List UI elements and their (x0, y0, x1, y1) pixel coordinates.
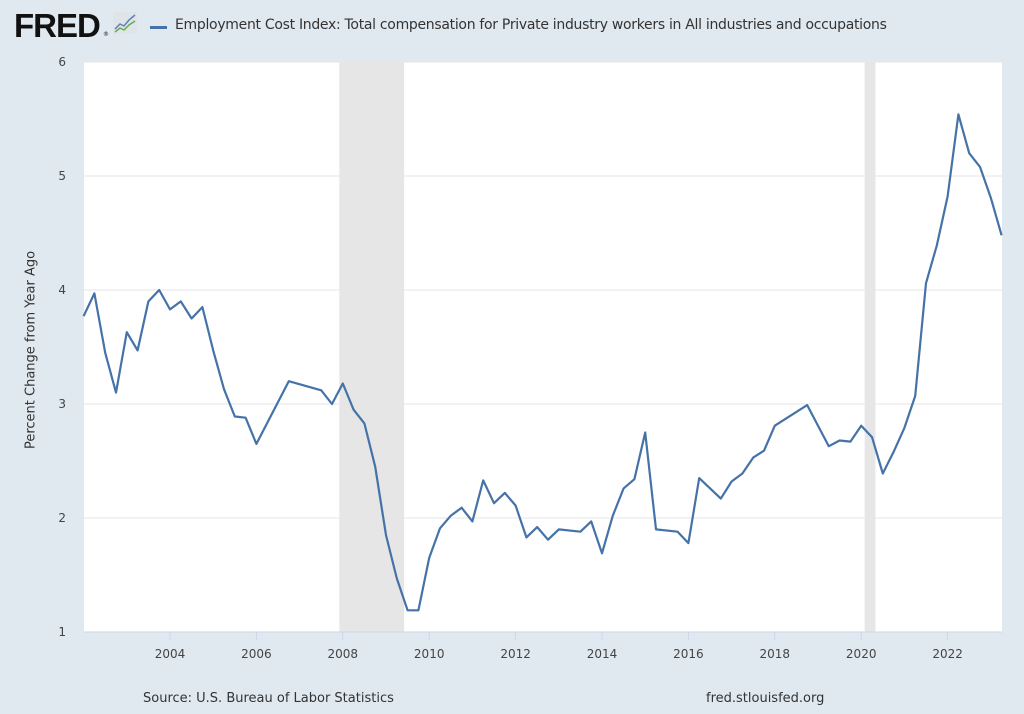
recession-bands (339, 62, 876, 632)
y-tick-label: 6 (58, 55, 66, 69)
plot-area (84, 62, 1002, 632)
recession-band (339, 62, 405, 632)
y-tick-label: 4 (58, 283, 66, 297)
source-note: Source: U.S. Bureau of Labor Statistics (143, 691, 394, 706)
fred-logo[interactable]: FRED (14, 7, 101, 44)
x-tick-label: 2020 (846, 647, 877, 661)
recession-band (864, 62, 876, 632)
y-tick-label: 3 (58, 397, 66, 411)
fred-url-link[interactable]: fred.stlouisfed.org (706, 691, 825, 706)
registered-mark: ® (103, 31, 109, 38)
y-axis-ticks: 1 2 3 4 5 6 (58, 55, 66, 639)
series-line (82, 113, 1003, 612)
x-tick-label: 2006 (241, 647, 272, 661)
x-tick-label: 2010 (414, 647, 445, 661)
line-chart-icon (113, 12, 137, 34)
x-tick-label: 2018 (760, 647, 791, 661)
x-tick-label: 2012 (500, 647, 531, 661)
x-tick-label: 2014 (587, 647, 618, 661)
x-tick-label: 2008 (328, 647, 359, 661)
y-tick-label: 5 (58, 169, 66, 183)
legend-swatch (150, 26, 167, 29)
y-tick-label: 2 (58, 511, 66, 525)
chart-header: FRED ® Employment Cost Index: Total comp… (0, 0, 1024, 50)
x-tick-label: 2004 (155, 647, 186, 661)
y-tick-label: 1 (58, 625, 66, 639)
x-axis-ticks: 2004 2006 2008 2010 2012 2014 2016 2018 2020 2022 (155, 632, 963, 661)
series-title[interactable]: Employment Cost Index: Total compensatio… (175, 17, 887, 33)
grid-lines (84, 61, 1002, 519)
x-tick-label: 2022 (932, 647, 963, 661)
x-tick-label: 2016 (673, 647, 704, 661)
